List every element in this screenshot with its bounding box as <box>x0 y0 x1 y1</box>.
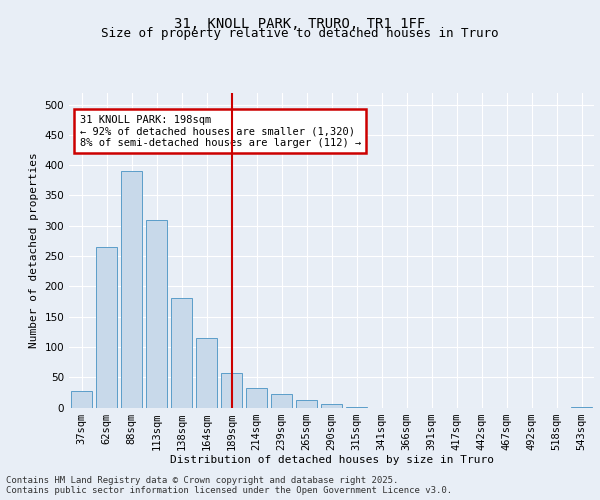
Bar <box>346 407 367 408</box>
Text: 31 KNOLL PARK: 198sqm
← 92% of detached houses are smaller (1,320)
8% of semi-de: 31 KNOLL PARK: 198sqm ← 92% of detached … <box>79 114 361 148</box>
Bar <box>121 171 142 408</box>
Bar <box>171 298 192 408</box>
Text: Size of property relative to detached houses in Truro: Size of property relative to detached ho… <box>101 28 499 40</box>
Bar <box>146 220 167 408</box>
Y-axis label: Number of detached properties: Number of detached properties <box>29 152 39 348</box>
X-axis label: Distribution of detached houses by size in Truro: Distribution of detached houses by size … <box>170 456 493 466</box>
Text: Contains HM Land Registry data © Crown copyright and database right 2025.
Contai: Contains HM Land Registry data © Crown c… <box>6 476 452 495</box>
Text: 31, KNOLL PARK, TRURO, TR1 1FF: 31, KNOLL PARK, TRURO, TR1 1FF <box>175 18 425 32</box>
Bar <box>221 373 242 408</box>
Bar <box>96 247 117 408</box>
Bar <box>571 407 592 408</box>
Bar <box>271 394 292 407</box>
Bar <box>246 388 267 407</box>
Bar <box>71 391 92 407</box>
Bar <box>296 400 317 407</box>
Bar <box>321 404 342 407</box>
Bar <box>196 338 217 407</box>
